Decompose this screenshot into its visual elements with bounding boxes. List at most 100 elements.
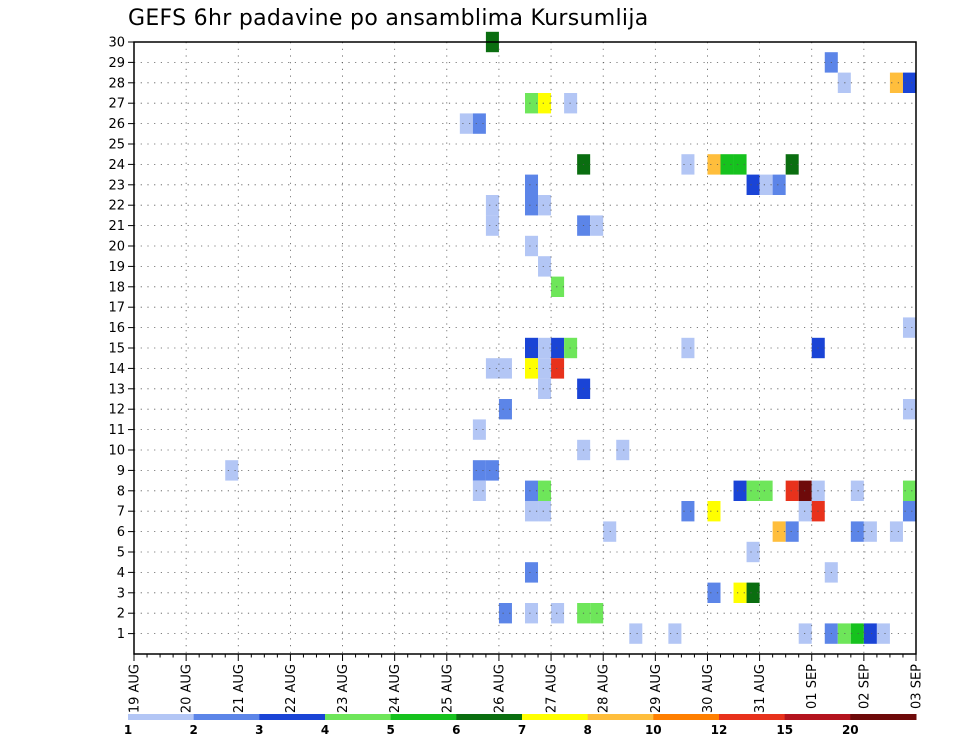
y-tick-label: 12 — [108, 403, 125, 418]
precip-cell — [525, 174, 539, 195]
x-tick-label: 25 AUG — [440, 664, 455, 713]
precip-cell — [746, 480, 760, 501]
colorbar-swatch — [325, 714, 392, 720]
colorbar-swatch — [653, 714, 720, 720]
x-tick-label: 20 AUG — [180, 664, 195, 713]
precip-cell — [707, 154, 721, 175]
precip-cell — [850, 521, 864, 542]
x-tick-label: 21 AUG — [232, 664, 247, 713]
precip-cell — [472, 419, 486, 440]
precip-cell — [525, 358, 539, 379]
colorbar-label: 4 — [321, 723, 329, 737]
colorbar-label: 2 — [190, 723, 198, 737]
precip-cell — [525, 501, 539, 522]
colorbar-label: 3 — [255, 723, 263, 737]
x-tick-label: 01 SEP — [805, 664, 820, 709]
precip-cell — [785, 154, 799, 175]
precip-cell — [538, 195, 552, 216]
precip-cell — [498, 603, 512, 624]
colorbar-swatch — [259, 714, 326, 720]
precip-cell — [525, 337, 539, 359]
precip-cell — [863, 521, 877, 542]
precip-cell — [785, 521, 799, 542]
y-tick-label: 6 — [117, 525, 125, 540]
precip-cell — [720, 154, 734, 175]
precip-cell — [538, 93, 552, 114]
y-tick-label: 27 — [108, 97, 125, 112]
x-tick-label: 24 AUG — [388, 664, 403, 713]
precip-cell — [746, 174, 760, 195]
precip-cell — [785, 480, 799, 501]
precip-cell — [485, 215, 499, 236]
y-tick-label: 16 — [108, 321, 125, 336]
y-tick-label: 11 — [108, 423, 125, 438]
precip-cell — [759, 174, 773, 195]
y-tick-label: 21 — [108, 219, 125, 234]
precip-cell — [746, 541, 760, 563]
precip-cell — [459, 113, 473, 134]
precip-cell — [902, 72, 916, 93]
y-tick-label: 30 — [108, 36, 125, 51]
precip-cell — [902, 480, 916, 501]
colorbar-label: 8 — [584, 723, 592, 737]
precip-cell — [498, 358, 512, 379]
precip-cell — [485, 460, 499, 481]
precip-cell — [629, 623, 643, 644]
precip-cell — [472, 460, 486, 481]
precip-cell — [681, 154, 695, 175]
x-tick-label: 30 AUG — [701, 664, 716, 713]
precip-cell — [485, 358, 499, 379]
y-tick-label: 24 — [108, 158, 125, 173]
precip-cell — [850, 623, 864, 644]
y-tick-label: 23 — [108, 178, 125, 193]
precip-cell — [472, 113, 486, 134]
x-tick-label: 29 AUG — [649, 664, 664, 713]
precip-cell — [863, 623, 877, 644]
y-tick-label: 14 — [108, 362, 125, 377]
precip-cell — [746, 582, 760, 603]
colorbar-label: 15 — [776, 723, 793, 737]
colorbar-swatch — [719, 714, 786, 720]
precip-cell — [902, 501, 916, 522]
precip-cell — [681, 501, 695, 522]
precip-cell — [798, 480, 812, 501]
y-tick-label: 22 — [108, 199, 125, 214]
colorbar-swatch — [522, 714, 589, 720]
colorbar-swatch — [587, 714, 654, 720]
y-tick-label: 17 — [108, 301, 125, 316]
y-tick-label: 29 — [108, 56, 125, 71]
x-tick-label: 26 AUG — [492, 664, 507, 713]
x-tick-label: 02 SEP — [857, 664, 872, 709]
precip-cell — [902, 317, 916, 338]
precip-cell — [759, 480, 773, 501]
precip-cell — [681, 337, 695, 359]
precip-cell — [472, 480, 486, 501]
colorbar-label: 10 — [645, 723, 662, 737]
precip-cell — [525, 603, 539, 624]
colorbar-swatch — [390, 714, 457, 720]
y-tick-label: 2 — [117, 607, 125, 622]
y-tick-label: 5 — [117, 546, 125, 561]
x-tick-label: 23 AUG — [336, 664, 351, 713]
y-tick-label: 28 — [108, 76, 125, 91]
data-cells — [225, 31, 916, 644]
y-tick-label: 25 — [108, 138, 125, 153]
x-tick-label: 19 AUG — [128, 664, 143, 713]
precip-cell — [733, 582, 747, 603]
y-axis: 1234567891011121314151617181920212223242… — [108, 36, 134, 642]
colorbar-label: 7 — [518, 723, 526, 737]
y-tick-label: 8 — [117, 484, 125, 499]
precip-cell — [538, 358, 552, 379]
y-tick-label: 10 — [108, 444, 125, 459]
precip-cell — [772, 174, 786, 195]
precip-cell — [551, 603, 565, 624]
precip-cell — [538, 378, 552, 399]
colorbar-label: 5 — [387, 723, 395, 737]
colorbar-label: 1 — [124, 723, 132, 737]
colorbar-swatch — [193, 714, 260, 720]
x-axis: 19 AUG 20 AUG 21 AUG 22 AUG 23 AUG 24 AUG 25 A… — [128, 654, 925, 713]
precip-cell — [850, 480, 864, 501]
y-tick-label: 13 — [108, 382, 125, 397]
precip-cell — [902, 399, 916, 420]
y-tick-label: 15 — [108, 342, 125, 357]
